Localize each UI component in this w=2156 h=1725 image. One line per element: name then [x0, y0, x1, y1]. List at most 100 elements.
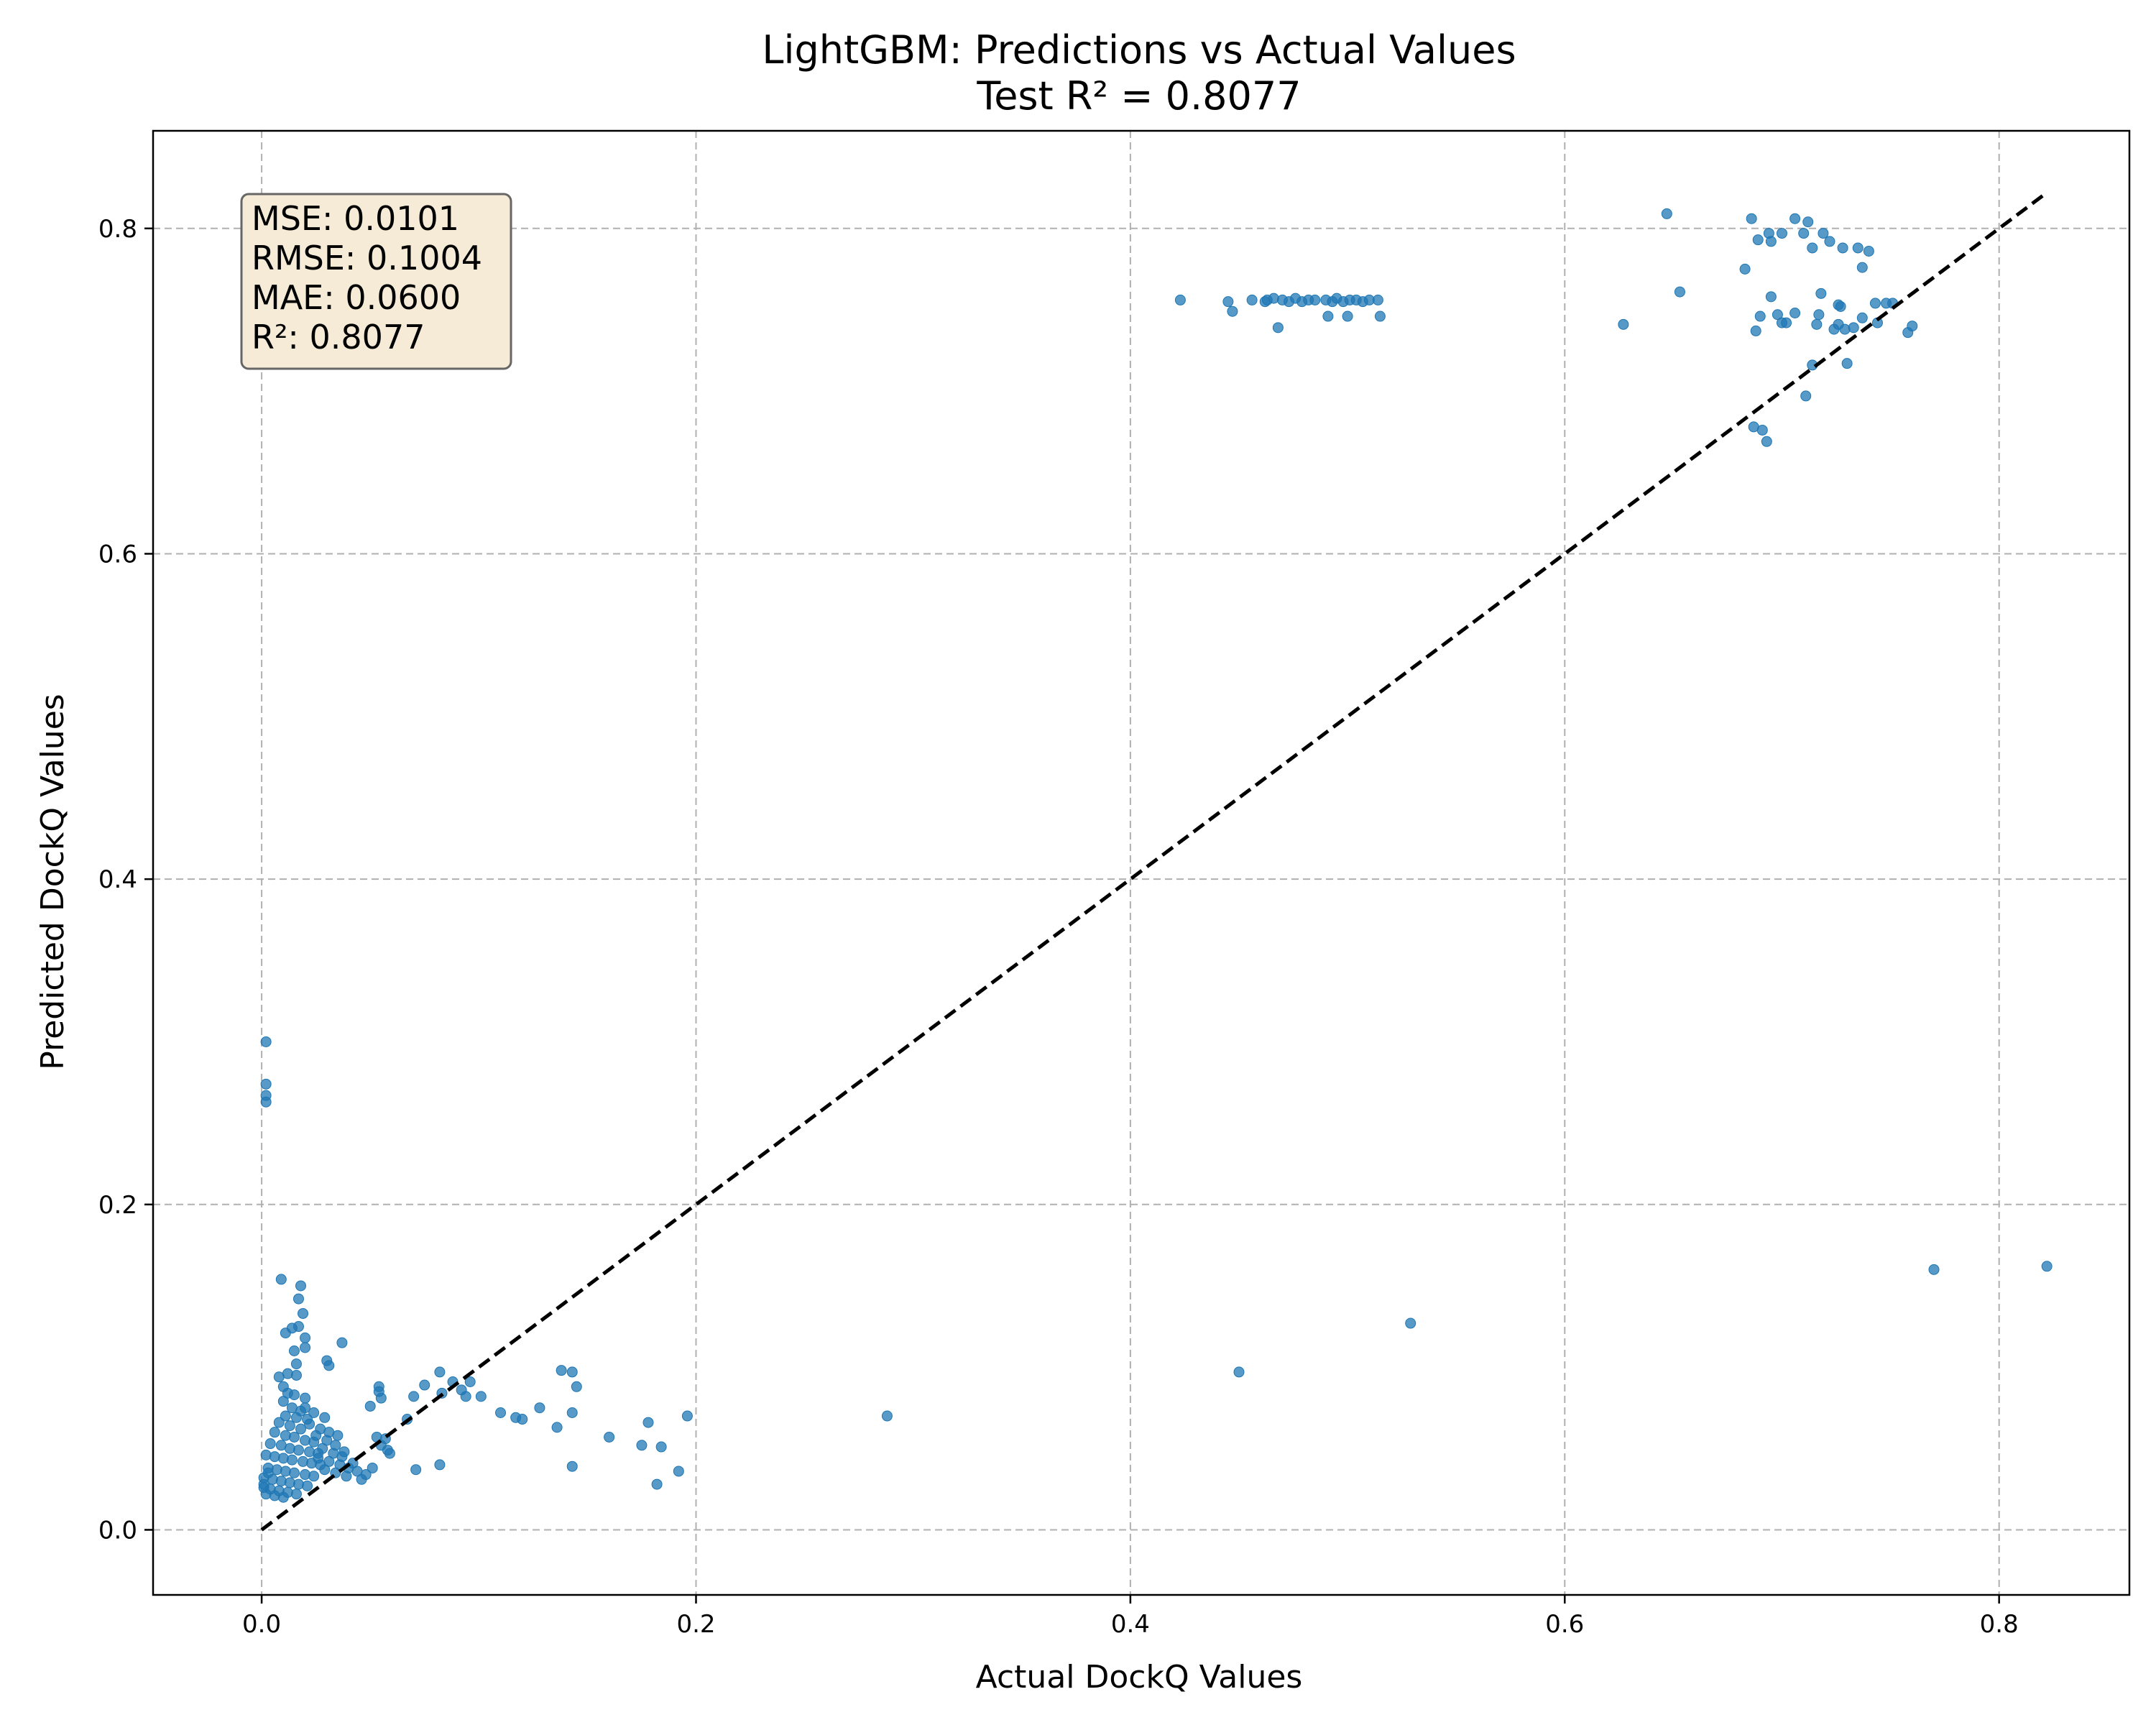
data-point	[290, 1489, 302, 1500]
data-point	[460, 1391, 471, 1402]
data-point	[1907, 321, 1918, 332]
data-point	[295, 1423, 306, 1435]
plot-area-frame	[152, 129, 2131, 1596]
data-point	[341, 1471, 352, 1482]
data-point	[1802, 216, 1814, 228]
data-point	[1261, 294, 1273, 305]
data-point	[290, 1412, 302, 1423]
data-point	[275, 1274, 287, 1285]
data-point	[1928, 1264, 1940, 1275]
metric-rmse: RMSE: 0.1004	[252, 239, 482, 277]
data-point	[1776, 228, 1787, 239]
data-point	[1811, 318, 1823, 330]
data-point	[317, 1443, 328, 1454]
data-point	[273, 1417, 285, 1428]
data-point	[288, 1346, 300, 1356]
data-point	[1761, 436, 1772, 447]
data-point	[269, 1490, 280, 1501]
metric-mae: MAE: 0.0600	[252, 278, 461, 317]
data-point	[681, 1410, 693, 1422]
data-point	[1789, 213, 1801, 224]
chart-subtitle: Test R² = 0.8077	[976, 73, 1301, 119]
y-tick-label: 0.2	[98, 1191, 137, 1220]
data-point	[260, 1489, 272, 1500]
data-point	[1739, 263, 1751, 275]
data-point	[655, 1441, 667, 1453]
data-point	[566, 1366, 578, 1378]
data-point	[1848, 322, 1859, 334]
data-point	[566, 1460, 578, 1472]
data-point	[300, 1402, 311, 1414]
data-point	[1674, 286, 1685, 298]
axis-ticks: 0.0 0.2 0.4 0.6 0.8 0.0 0.2 0.4 0.6 0.8	[98, 215, 2019, 1639]
grid-lines	[153, 131, 2129, 1595]
data-point	[1754, 310, 1766, 322]
metric-mse: MSE: 0.0101	[252, 199, 459, 238]
data-point	[1837, 242, 1848, 254]
data-point	[604, 1431, 615, 1443]
data-point	[292, 1478, 304, 1490]
data-point	[364, 1400, 376, 1412]
data-point	[1174, 294, 1186, 305]
data-point	[300, 1435, 311, 1446]
data-point	[280, 1430, 291, 1441]
data-point	[571, 1381, 582, 1392]
data-point	[1818, 228, 1829, 239]
data-point	[651, 1478, 663, 1490]
data-point	[292, 1445, 304, 1456]
data-point	[323, 1360, 335, 1371]
data-point	[1798, 228, 1810, 239]
data-point	[310, 1430, 322, 1441]
y-tick-label: 0.4	[98, 865, 137, 894]
data-point	[534, 1402, 545, 1414]
data-point	[304, 1446, 315, 1458]
x-tick-label: 0.8	[1980, 1610, 2019, 1639]
data-point	[2041, 1261, 2053, 1272]
data-point	[269, 1451, 280, 1463]
data-point	[375, 1392, 387, 1404]
data-point	[1272, 322, 1284, 334]
data-point	[434, 1459, 446, 1471]
data-point	[1839, 323, 1851, 335]
data-point	[1750, 325, 1761, 336]
data-point	[298, 1455, 309, 1467]
data-point	[258, 1478, 270, 1490]
data-point	[300, 1332, 311, 1343]
data-point	[284, 1443, 295, 1454]
data-point	[1852, 242, 1864, 254]
data-point	[464, 1376, 476, 1388]
data-point	[566, 1407, 578, 1419]
data-point	[360, 1469, 372, 1481]
data-point	[1781, 317, 1792, 328]
data-points	[258, 208, 2053, 1503]
metric-r2: R²: 0.8077	[252, 318, 425, 356]
data-point	[280, 1466, 291, 1477]
data-point	[1800, 390, 1812, 402]
data-point	[1856, 262, 1868, 273]
data-point	[1661, 208, 1672, 219]
y-tick-label: 0.8	[98, 215, 137, 244]
x-tick-label: 0.6	[1545, 1610, 1584, 1639]
data-point	[1233, 1366, 1245, 1378]
y-tick-label: 0.0	[98, 1516, 137, 1545]
data-point	[419, 1379, 430, 1391]
data-point	[1807, 242, 1818, 254]
data-point	[302, 1480, 313, 1491]
data-point	[280, 1410, 291, 1422]
x-axis-label: Actual DockQ Values	[976, 1659, 1303, 1696]
x-tick-label: 0.4	[1111, 1610, 1150, 1639]
data-point	[319, 1412, 331, 1423]
data-point	[277, 1491, 289, 1503]
data-point	[300, 1342, 311, 1353]
data-point	[319, 1464, 331, 1476]
data-point	[475, 1391, 487, 1402]
data-point	[1789, 307, 1801, 318]
data-point	[1227, 305, 1238, 317]
data-point	[308, 1471, 320, 1482]
y-tick-label: 0.6	[98, 540, 137, 569]
data-point	[367, 1462, 378, 1473]
data-point	[308, 1407, 320, 1419]
data-point	[1752, 234, 1764, 246]
data-point	[277, 1396, 289, 1407]
